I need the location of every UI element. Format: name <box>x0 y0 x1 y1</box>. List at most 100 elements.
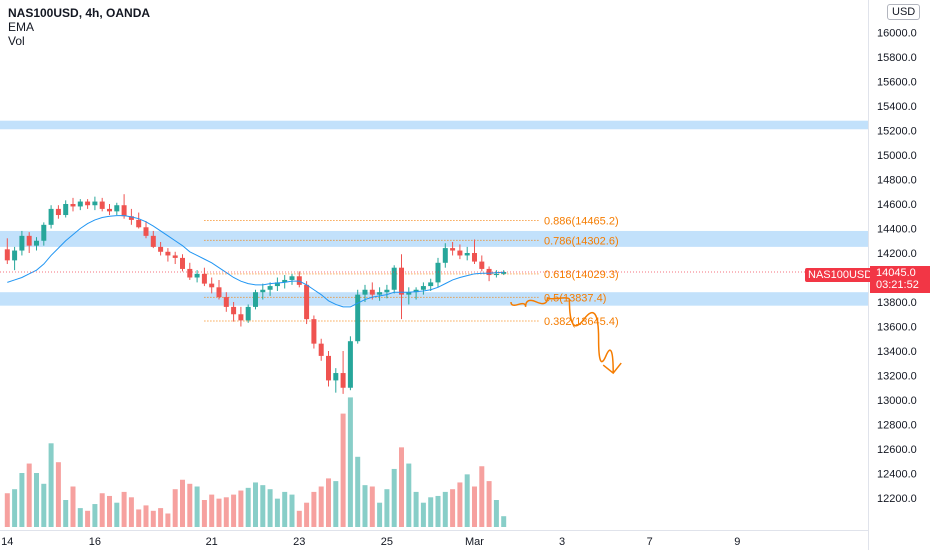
volume-bar-28 <box>209 494 215 527</box>
candle-body-67 <box>493 273 499 276</box>
chart-area[interactable]: 0.886(14465.2) 0.786(14302.6) 0.618(14029.… <box>0 0 868 530</box>
candle-body-15 <box>114 205 120 212</box>
candle-body-62 <box>457 250 463 256</box>
time-tick-3: 23 <box>293 536 305 548</box>
fib-level-label-1: 0.786(14302.6) <box>544 235 619 247</box>
volume-bar-37 <box>274 498 280 527</box>
candle-body-34 <box>253 292 258 307</box>
time-axis[interactable]: 14 16 21 23 25 Mar 3 7 9 <box>0 530 868 550</box>
time-tick-1: 16 <box>89 536 101 548</box>
candle-body-48 <box>355 294 361 342</box>
volume-bar-23 <box>172 489 178 527</box>
candle-body-3 <box>26 235 32 246</box>
volume-bar-9 <box>70 486 76 527</box>
fib-level-label-2: 0.618(14029.3) <box>544 269 619 281</box>
volume-bar-13 <box>99 493 105 527</box>
volume-bar-34 <box>253 482 258 527</box>
chart-legend: NAS100USD, 4h, OANDA EMA Vol <box>8 6 150 48</box>
candle-body-32 <box>238 314 244 321</box>
candle-body-16 <box>121 205 127 217</box>
volume-bar-44 <box>326 478 331 527</box>
candle-body-29 <box>216 287 222 298</box>
volume-bar-35 <box>260 485 266 527</box>
volume-bar-49 <box>362 485 368 527</box>
candle-body-52 <box>384 289 390 293</box>
volume-bar-60 <box>442 491 448 527</box>
volume-bar-4 <box>34 473 39 527</box>
candle-body-1 <box>12 250 18 261</box>
support-resistance-zone-2 <box>0 292 868 306</box>
time-tick-4: 25 <box>381 536 393 548</box>
candle-body-40 <box>296 276 302 285</box>
candle-body-41 <box>304 284 310 320</box>
time-tick-6: 3 <box>559 536 565 548</box>
volume-bar-31 <box>231 494 237 527</box>
time-tick-8: 9 <box>734 536 740 548</box>
candle-body-33 <box>245 306 251 321</box>
candle-body-36 <box>267 286 273 290</box>
volume-bar-48 <box>355 456 361 527</box>
currency-badge[interactable]: USD <box>887 4 921 20</box>
candle-body-39 <box>289 276 295 280</box>
price-tick-2: 12600.0 <box>877 444 917 456</box>
candle-body-17 <box>128 216 134 220</box>
candle-body-37 <box>274 282 280 287</box>
volume-bar-52 <box>384 489 390 527</box>
candle-body-30 <box>223 297 229 307</box>
fib-level-label-0: 0.886(14465.2) <box>544 216 619 228</box>
candle-body-22 <box>165 251 171 256</box>
candle-body-14 <box>107 208 112 212</box>
volume-bar-26 <box>194 486 200 527</box>
volume-bar-11 <box>85 510 91 527</box>
time-tick-7: 7 <box>647 536 653 548</box>
candle-body-7 <box>55 208 61 216</box>
volume-bar-32 <box>238 490 244 527</box>
candle-body-5 <box>41 224 47 241</box>
candle-body-23 <box>172 255 178 258</box>
legend-ema[interactable]: EMA <box>8 20 35 34</box>
price-tick-12: 14600.0 <box>877 199 917 211</box>
ema-line <box>7 215 504 308</box>
volume-bar-47 <box>347 397 353 527</box>
candle-body-38 <box>282 279 288 283</box>
support-resistance-zone-0 <box>0 120 868 130</box>
volume-bar-8 <box>63 500 69 527</box>
volume-bar-64 <box>472 486 477 527</box>
price-tick-16: 15400.0 <box>877 101 917 113</box>
candle-body-56 <box>413 289 419 293</box>
price-tick-5: 13200.0 <box>877 371 917 383</box>
volume-bar-38 <box>282 491 288 527</box>
candle-body-31 <box>231 306 237 315</box>
candle-body-45 <box>333 373 339 381</box>
volume-bar-59 <box>435 495 441 527</box>
price-tick-8: 13800.0 <box>877 297 917 309</box>
candle-body-2 <box>19 235 25 251</box>
symbol-price-tag: NAS100USD <box>805 268 876 282</box>
candle-body-0 <box>4 249 10 261</box>
volume-bar-57 <box>420 502 426 527</box>
volume-bar-63 <box>464 474 470 527</box>
price-tick-10: 14200.0 <box>877 248 917 260</box>
candle-body-68 <box>501 271 507 274</box>
candle-body-50 <box>369 289 375 295</box>
candle-body-54 <box>399 267 404 295</box>
candle-body-28 <box>209 283 215 288</box>
volume-bar-62 <box>457 482 463 527</box>
volume-bar-54 <box>399 447 404 527</box>
volume-bar-56 <box>413 491 419 527</box>
candle-body-6 <box>48 208 54 225</box>
candlestick-chart[interactable]: 0.886(14465.2) 0.786(14302.6) 0.618(14029.… <box>0 0 868 530</box>
support-resistance-zone-1 <box>0 230 868 247</box>
candle-body-35 <box>260 289 266 293</box>
candle-body-64 <box>472 253 477 262</box>
volume-bar-50 <box>369 486 375 527</box>
time-axis-labels: 14 16 21 23 25 Mar 3 7 9 <box>1 536 740 548</box>
price-tick-1: 12400.0 <box>877 469 917 481</box>
volume-bar-6 <box>48 443 54 527</box>
volume-bar-0 <box>4 493 10 527</box>
volume-bar-39 <box>289 494 295 527</box>
candle-body-47 <box>347 341 353 388</box>
legend-symbol[interactable]: NAS100USD, 4h, OANDA <box>8 6 151 20</box>
legend-vol[interactable]: Vol <box>8 34 25 48</box>
volume-bar-58 <box>428 497 434 527</box>
